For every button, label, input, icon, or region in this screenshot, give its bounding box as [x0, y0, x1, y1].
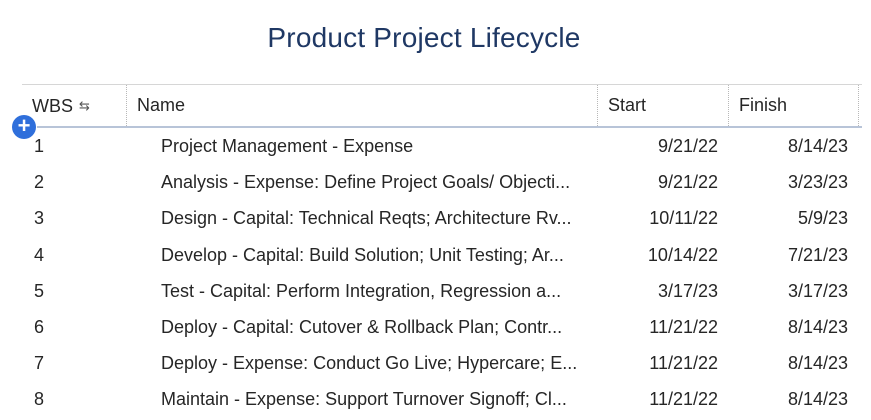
wbs-cell[interactable]: 4: [34, 244, 45, 265]
table-row[interactable]: 5 Test - Capital: Perform Integration, Re…: [22, 273, 862, 309]
column-header-start[interactable]: Start: [597, 85, 728, 126]
start-date-cell[interactable]: 9/21/22: [657, 136, 718, 156]
column-header-wbs[interactable]: WBS ⇆: [22, 85, 126, 126]
wbs-cell[interactable]: 1: [34, 136, 45, 156]
sort-icon[interactable]: ⇆: [79, 98, 90, 113]
finish-date-cell[interactable]: 5/9/23: [797, 208, 848, 229]
table-row[interactable]: 1 Project Management - Expense 9/21/22 8/14…: [22, 128, 862, 164]
grid-body: 1 Project Management - Expense 9/21/22 8/14…: [22, 128, 862, 418]
start-date-cell[interactable]: 11/21/22: [649, 316, 718, 337]
finish-date-cell[interactable]: 8/14/23: [787, 136, 848, 156]
start-date-cell[interactable]: 3/17/23: [657, 280, 718, 301]
wbs-cell[interactable]: 7: [34, 353, 45, 374]
finish-date-cell[interactable]: 8/14/23: [787, 389, 848, 410]
start-date-cell[interactable]: 11/21/22: [649, 389, 718, 410]
wbs-cell[interactable]: 3: [34, 208, 45, 229]
start-date-cell[interactable]: 9/21/22: [657, 172, 718, 193]
table-row[interactable]: 2 Analysis - Expense: Define Project Goal…: [22, 164, 862, 200]
task-name-cell[interactable]: Develop - Capital: Build Solution; Unit …: [161, 244, 564, 265]
column-header-finish[interactable]: Finish: [728, 85, 858, 126]
task-grid: WBS ⇆ Name Start Finish + 1 Project Manage…: [12, 84, 862, 418]
task-name-cell[interactable]: Project Management - Expense: [161, 136, 414, 156]
finish-date-cell[interactable]: 3/17/23: [787, 280, 848, 301]
start-date-cell[interactable]: 10/14/22: [647, 244, 718, 265]
column-header-wbs-label: WBS: [32, 96, 74, 116]
grid-header: WBS ⇆ Name Start Finish +: [12, 84, 862, 139]
wbs-cell[interactable]: 5: [34, 280, 45, 301]
task-name-cell[interactable]: Deploy - Expense: Conduct Go Live; Hyper…: [161, 353, 578, 374]
wbs-cell[interactable]: 2: [34, 172, 45, 193]
table-row[interactable]: 3 Design - Capital: Technical Reqts; Arch…: [22, 200, 862, 236]
finish-date-cell[interactable]: 3/23/23: [787, 172, 848, 193]
task-name-cell[interactable]: Analysis - Expense: Define Project Goals…: [161, 172, 571, 193]
add-row-icon[interactable]: +: [12, 115, 36, 139]
start-date-cell[interactable]: 10/11/22: [649, 208, 718, 229]
wbs-cell[interactable]: 6: [34, 316, 45, 337]
start-date-cell[interactable]: 11/21/22: [649, 353, 718, 374]
table-row[interactable]: 6 Deploy - Capital: Cutover & Rollback Pl…: [22, 309, 862, 345]
wbs-cell[interactable]: 8: [34, 389, 45, 410]
task-name-cell[interactable]: Design - Capital: Technical Reqts; Archi…: [161, 208, 572, 229]
table-row[interactable]: 4 Develop - Capital: Build Solution; Unit…: [22, 237, 862, 273]
task-name-cell[interactable]: Deploy - Capital: Cutover & Rollback Pla…: [161, 316, 563, 337]
table-row[interactable]: 8 Maintain - Expense: Support Turnover Si…: [22, 381, 862, 417]
page-title: Product Project Lifecycle: [267, 22, 581, 53]
task-name-cell[interactable]: Maintain - Expense: Support Turnover Sig…: [161, 389, 567, 410]
finish-date-cell[interactable]: 8/14/23: [787, 353, 848, 374]
column-header-name[interactable]: Name: [126, 85, 597, 126]
finish-date-cell[interactable]: 7/21/23: [787, 244, 848, 265]
task-name-cell[interactable]: Test - Capital: Perform Integration, Reg…: [161, 280, 562, 301]
column-divider: [858, 85, 869, 126]
finish-date-cell[interactable]: 8/14/23: [787, 316, 848, 337]
table-row[interactable]: 7 Deploy - Expense: Conduct Go Live; Hype…: [22, 345, 862, 381]
